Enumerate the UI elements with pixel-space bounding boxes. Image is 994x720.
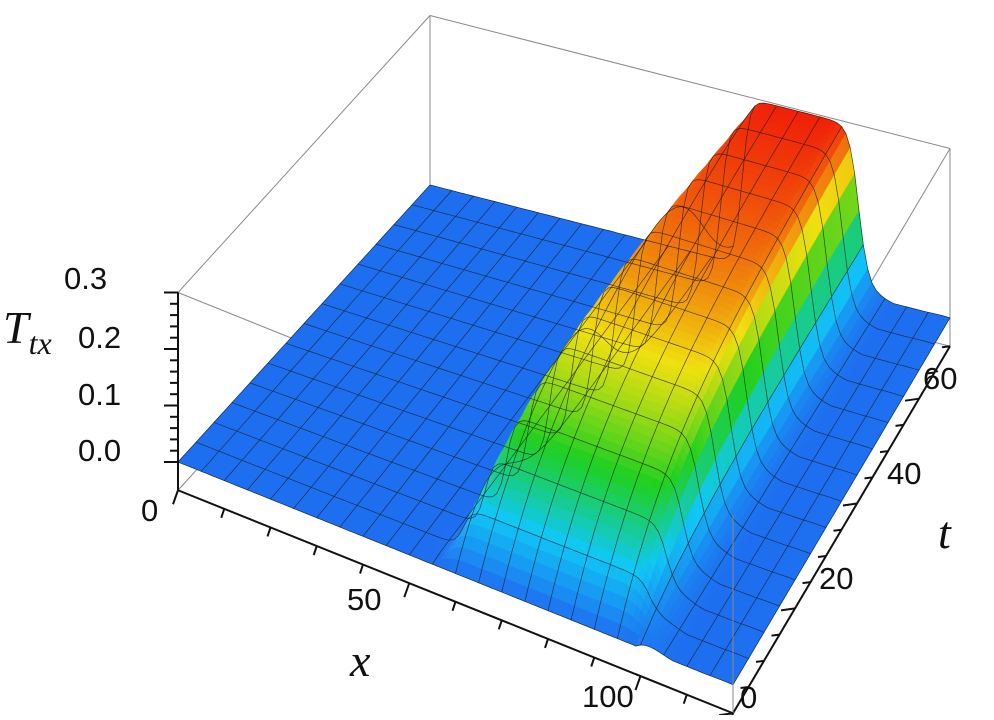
surface-mesh: [178, 103, 950, 685]
box-edge: [430, 16, 950, 149]
